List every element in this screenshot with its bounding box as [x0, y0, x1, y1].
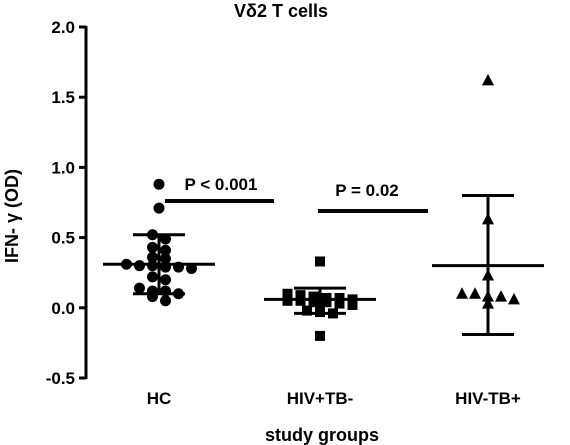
x-tick-label: HIV-TB+: [455, 389, 521, 408]
data-point-circle: [147, 271, 158, 283]
data-marks: [103, 73, 544, 341]
data-point-square: [334, 298, 345, 309]
y-tick-label: -0.5: [46, 369, 75, 388]
y-tick-label: 2.0: [51, 18, 75, 37]
chart-title: Vδ2 T cells: [234, 1, 328, 21]
data-point-circle: [153, 178, 165, 190]
data-point-square: [302, 305, 312, 316]
y-tick-label: 1.5: [51, 88, 75, 107]
data-point-circle: [160, 253, 171, 265]
data-point-triangle: [482, 73, 494, 86]
x-tick-label: HC: [147, 389, 172, 408]
data-point-circle: [134, 282, 145, 294]
data-point-triangle: [508, 292, 520, 305]
data-point-circle: [147, 251, 158, 263]
data-point-square: [315, 330, 325, 341]
data-point-circle: [160, 274, 171, 286]
data-point-square: [308, 297, 319, 308]
data-point-circle: [153, 202, 165, 214]
y-tick-label: 1.0: [51, 158, 75, 177]
data-point-triangle: [495, 290, 507, 302]
data-point-triangle: [469, 287, 481, 299]
p-value-label: P = 0.02: [335, 181, 399, 200]
data-point-circle: [160, 295, 171, 307]
p-value-label: P < 0.001: [185, 175, 258, 194]
x-tick-label: HIV+TB-: [287, 389, 354, 408]
data-point-circle: [147, 241, 158, 253]
data-point-square: [347, 299, 358, 310]
y-tick-label: 0.0: [51, 299, 75, 318]
x-axis-label: study groups: [265, 425, 379, 445]
data-point-circle: [160, 244, 171, 256]
axes: 2.0 1.5 1.0 0.5 0.0 -0.5 HC HIV+TB- HIV-TB+: [46, 18, 521, 408]
y-axis-label: IFN- γ (OD): [2, 169, 22, 263]
data-point-square: [321, 297, 332, 308]
data-point-square: [295, 290, 306, 301]
data-point-triangle: [456, 287, 468, 299]
data-point-square: [282, 288, 293, 299]
data-point-square: [315, 256, 325, 267]
y-tick-label: 0.5: [51, 229, 75, 248]
annotations: P < 0.001 P = 0.02: [165, 175, 428, 213]
data-point-square: [308, 291, 319, 302]
